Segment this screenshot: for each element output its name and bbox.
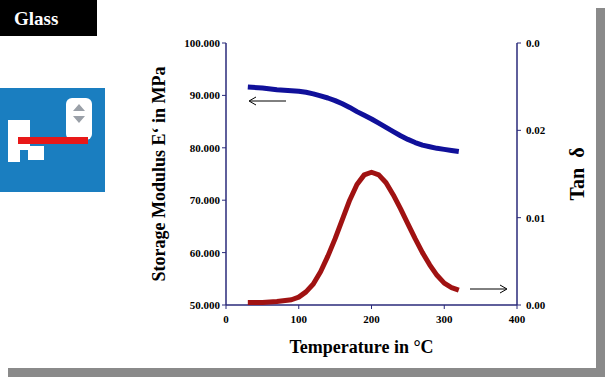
title: Glass [14,8,58,29]
plot-area [248,87,459,302]
y-tick [222,252,226,253]
title-box [0,0,97,36]
x-tick [444,305,445,309]
x-tick [517,305,518,309]
axis-arrow [470,285,507,293]
icon-sample [18,137,88,144]
x-tick-label: 0 [223,313,229,325]
slide [0,0,596,368]
x-tick [298,305,299,309]
chart: Glass 0 100 200 300 400 50.000 60.000 70.000 80.0… [0,0,605,377]
x-tick [371,305,372,309]
y-tick-label: 60.000 [190,247,221,259]
x-axis-label: Temperature in °C [289,337,433,357]
x-tick-label: 200 [363,313,380,325]
y2-tick [517,305,521,306]
axis-arrow [249,97,286,105]
y2-tick-label: 0.02 [526,124,546,136]
y-tick-label: 50.000 [190,299,221,311]
y2-tick [517,43,521,44]
y2-tick-label: 0.00 [526,299,546,311]
icon-holder [66,98,92,140]
y2-axis [516,43,518,305]
y-tick [222,147,226,148]
y2-axis-label: Tan δ [566,147,588,200]
y2-tick [517,130,521,131]
icon-bg [0,88,105,192]
y-tick [222,305,226,306]
y-tick-label: 100.000 [184,37,220,49]
icon-clamp [28,146,44,160]
y-axis-label: Storage Modulus E‘ in MPa [149,66,169,281]
series-line [248,172,459,302]
x-tick-label: 300 [436,313,453,325]
y-axis [225,43,227,305]
y-tick-label: 70.000 [190,194,221,206]
y-tick [222,43,226,44]
icon [0,88,105,192]
series-line [248,87,459,151]
y-tick [222,200,226,201]
x-tick-label: 400 [509,313,526,325]
y-tick-label: 80.000 [190,142,221,154]
x-tick-label: 100 [291,313,308,325]
x-tick [226,305,227,309]
y2-tick [517,217,521,218]
y2-tick-label: 0.0 [526,37,540,49]
icon-arrows [73,104,85,123]
y-tick-label: 90.000 [190,89,221,101]
y-tick [222,95,226,96]
y2-tick-label: 0.01 [526,212,545,224]
